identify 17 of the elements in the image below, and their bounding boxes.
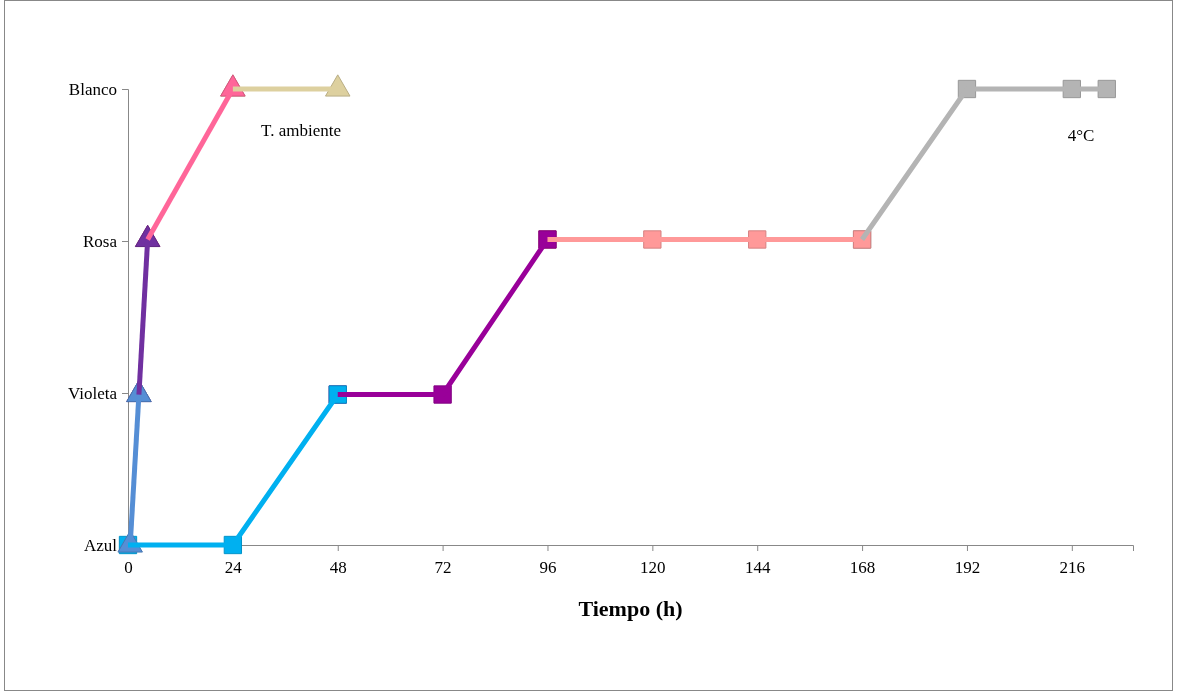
x-tick-label: 48: [329, 557, 347, 577]
x-tick-label: 192: [954, 557, 981, 577]
x-tick-label: 0: [124, 557, 133, 577]
x-tick-label: 72: [434, 557, 452, 577]
x-tick-label: 216: [1059, 557, 1086, 577]
category-label: Azul: [83, 535, 117, 555]
annotation: 4°C: [1067, 126, 1095, 145]
x-tick-label: 96: [539, 557, 557, 577]
x-tick-label: 24: [224, 557, 243, 577]
x-axis-title: Tiempo (h): [578, 596, 683, 621]
x-tick-label: 144: [744, 557, 771, 577]
category-label: Rosa: [83, 231, 117, 251]
x-tick-label: 168: [849, 557, 876, 577]
annotation: T. ambiente: [261, 121, 341, 140]
x-tick-label: 120: [640, 557, 666, 577]
category-label: Blanco: [68, 79, 117, 99]
category-label: Violeta: [67, 383, 117, 403]
